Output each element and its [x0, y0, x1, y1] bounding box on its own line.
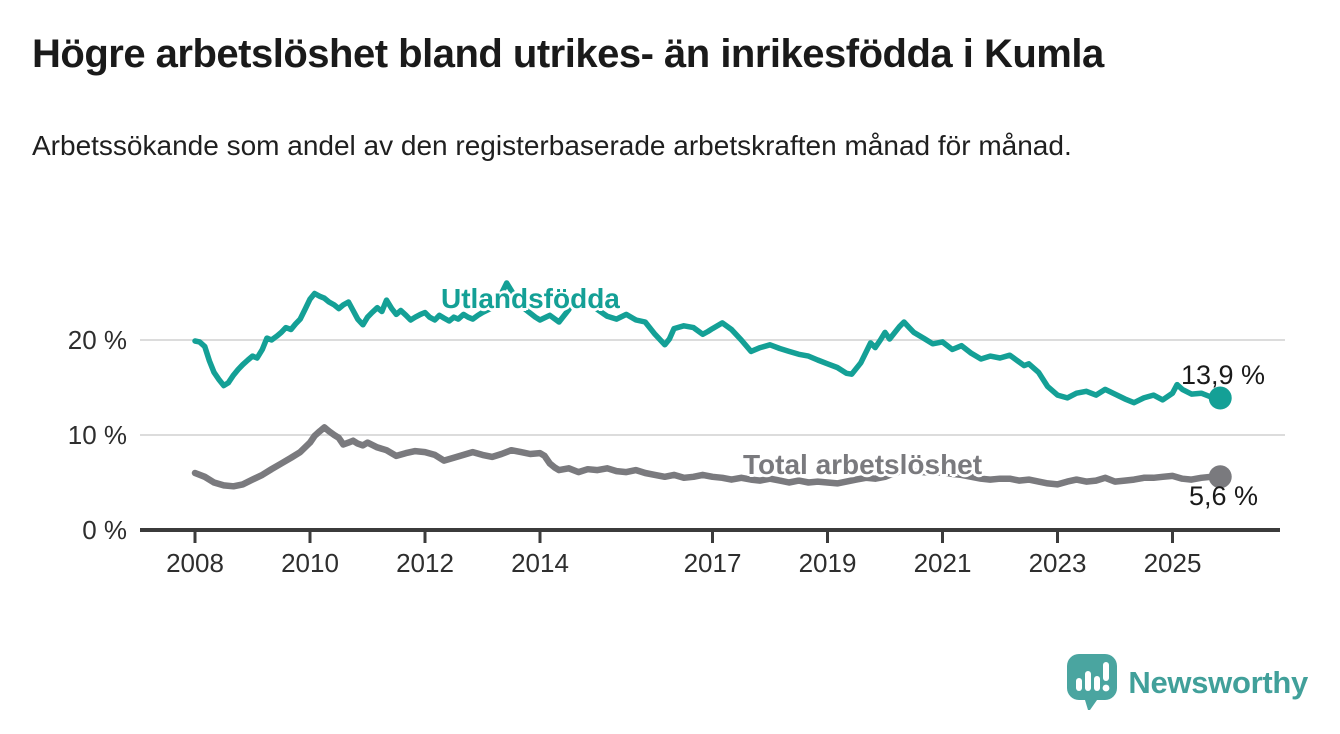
logo-bar-tall — [1085, 671, 1092, 691]
series-line-1 — [191, 424, 1224, 490]
series-end-dot-0 — [1208, 386, 1232, 410]
series-label-total-arbetsloshet: Total arbetslöshet — [743, 449, 983, 480]
chart-subtitle: Arbetssökande som andel av den registerb… — [32, 130, 1072, 161]
x-axis-label-2019: 2019 — [799, 548, 857, 578]
y-axis-label-20pct: 20 % — [68, 325, 127, 355]
series-end-dot-1 — [1208, 465, 1232, 489]
x-axis-label-2017: 2017 — [684, 548, 742, 578]
series-label-utlandsfodda: Utlandsfödda — [441, 283, 620, 314]
chart-title: Högre arbetslöshet bland utrikes- än inr… — [32, 32, 1104, 76]
logo-bar-medium — [1094, 676, 1101, 691]
x-axis-label-2023: 2023 — [1029, 548, 1087, 578]
logo-exclamation-bar — [1103, 662, 1110, 681]
x-axis-label-2021: 2021 — [914, 548, 972, 578]
logo-bar-small — [1076, 678, 1083, 691]
logo-exclamation-dot — [1102, 684, 1110, 692]
newsworthy-logo-text: Newsworthy — [1128, 665, 1308, 700]
y-axis-label-10pct: 10 % — [68, 420, 127, 450]
x-axis-label-2025: 2025 — [1144, 548, 1202, 578]
newsworthy-logo-icon — [1067, 654, 1118, 710]
x-axis-label-2014: 2014 — [511, 548, 569, 578]
newsworthy-logo: Newsworthy — [1067, 654, 1308, 712]
x-axis-label-2012: 2012 — [396, 548, 454, 578]
x-axis-label-2010: 2010 — [281, 548, 339, 578]
series-line-0 — [192, 280, 1223, 406]
y-axis-label-0pct: 0 % — [82, 515, 127, 545]
x-axis-label-2008: 2008 — [166, 548, 224, 578]
end-value-label-utlandsfodda: 13,9 % — [1180, 360, 1265, 390]
end-value-label-total-arbetsloshet: 5,6 % — [1188, 481, 1258, 511]
